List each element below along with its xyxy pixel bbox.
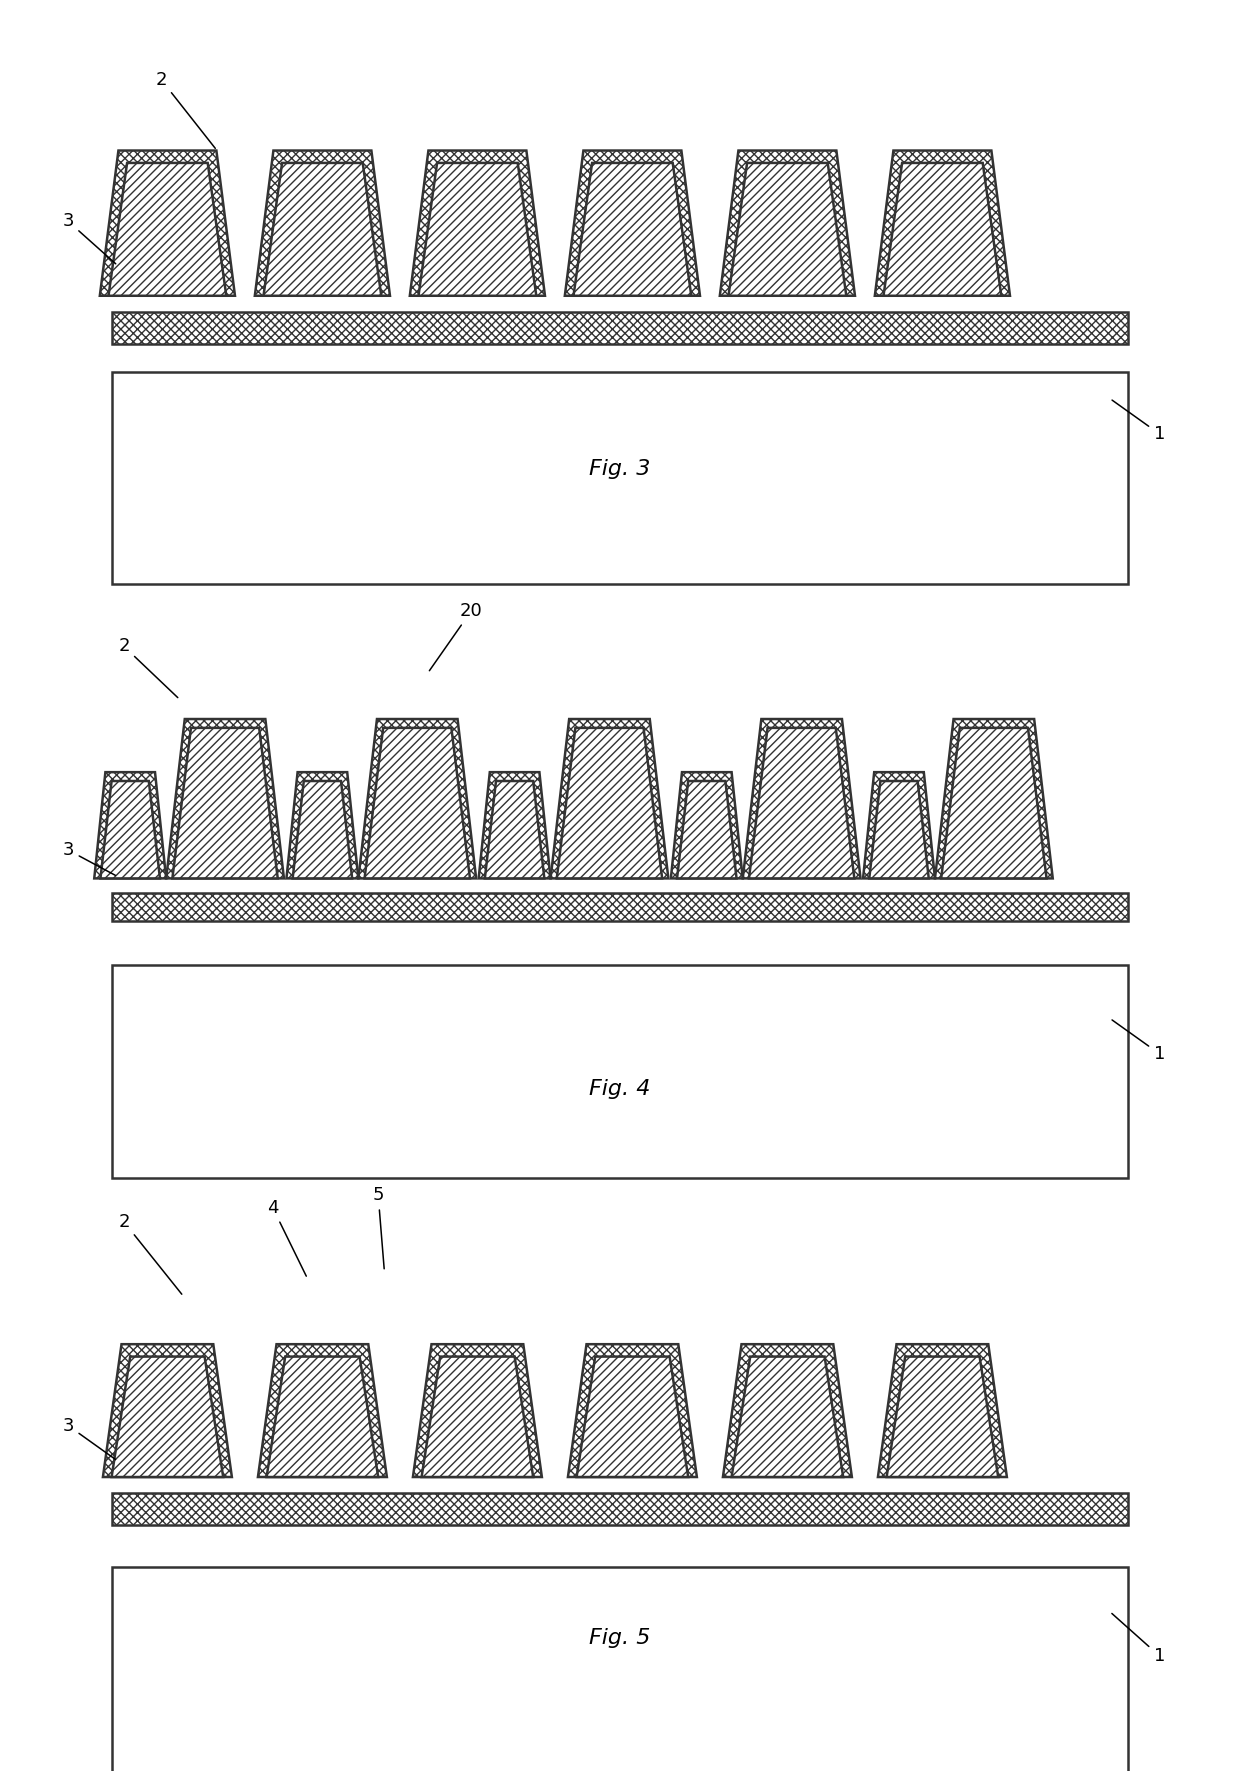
Polygon shape — [166, 719, 284, 878]
Polygon shape — [723, 1344, 852, 1477]
Polygon shape — [719, 151, 856, 296]
Text: 2: 2 — [118, 638, 177, 698]
Polygon shape — [419, 163, 536, 296]
Text: 3: 3 — [62, 213, 115, 264]
Polygon shape — [172, 728, 278, 878]
Text: 4: 4 — [267, 1199, 306, 1277]
Polygon shape — [878, 1344, 1007, 1477]
Polygon shape — [103, 1344, 232, 1477]
Polygon shape — [409, 151, 546, 296]
Text: 3: 3 — [62, 1417, 115, 1459]
Polygon shape — [485, 781, 544, 878]
Text: 3: 3 — [62, 841, 115, 875]
Polygon shape — [573, 163, 692, 296]
Polygon shape — [935, 719, 1053, 878]
Polygon shape — [671, 772, 743, 878]
Polygon shape — [112, 1357, 223, 1477]
Polygon shape — [100, 151, 236, 296]
Polygon shape — [479, 772, 551, 878]
Bar — [112, 312, 1128, 344]
Polygon shape — [94, 772, 166, 878]
Polygon shape — [887, 1357, 998, 1477]
Polygon shape — [267, 1357, 378, 1477]
Text: Fig. 3: Fig. 3 — [589, 459, 651, 480]
Polygon shape — [875, 151, 1009, 296]
Polygon shape — [100, 781, 160, 878]
Text: 1: 1 — [1112, 1613, 1166, 1665]
Text: 1: 1 — [1112, 400, 1166, 443]
Polygon shape — [293, 781, 352, 878]
Polygon shape — [577, 1357, 688, 1477]
Bar — [112, 965, 1128, 1178]
Polygon shape — [286, 772, 358, 878]
Text: Fig. 5: Fig. 5 — [589, 1628, 651, 1649]
Polygon shape — [358, 719, 476, 878]
Polygon shape — [729, 163, 846, 296]
Polygon shape — [258, 1344, 387, 1477]
Bar — [112, 372, 1128, 584]
Polygon shape — [413, 1344, 542, 1477]
Text: 20: 20 — [429, 602, 482, 671]
Polygon shape — [749, 728, 854, 878]
Bar — [112, 1567, 1128, 1771]
Text: 5: 5 — [372, 1187, 384, 1268]
Text: 1: 1 — [1112, 1020, 1166, 1063]
Polygon shape — [255, 151, 389, 296]
Polygon shape — [869, 781, 929, 878]
Polygon shape — [565, 151, 699, 296]
Polygon shape — [365, 728, 470, 878]
Polygon shape — [551, 719, 668, 878]
Polygon shape — [109, 163, 226, 296]
Polygon shape — [422, 1357, 533, 1477]
Polygon shape — [732, 1357, 843, 1477]
Polygon shape — [677, 781, 737, 878]
Text: Fig. 4: Fig. 4 — [589, 1079, 651, 1100]
Polygon shape — [263, 163, 382, 296]
Polygon shape — [743, 719, 861, 878]
Polygon shape — [941, 728, 1047, 878]
Polygon shape — [568, 1344, 697, 1477]
Text: 2: 2 — [155, 71, 216, 149]
Polygon shape — [883, 163, 1002, 296]
Bar — [112, 1493, 1128, 1525]
Bar — [112, 893, 1128, 921]
Polygon shape — [557, 728, 662, 878]
Polygon shape — [863, 772, 935, 878]
Text: 2: 2 — [118, 1213, 182, 1295]
